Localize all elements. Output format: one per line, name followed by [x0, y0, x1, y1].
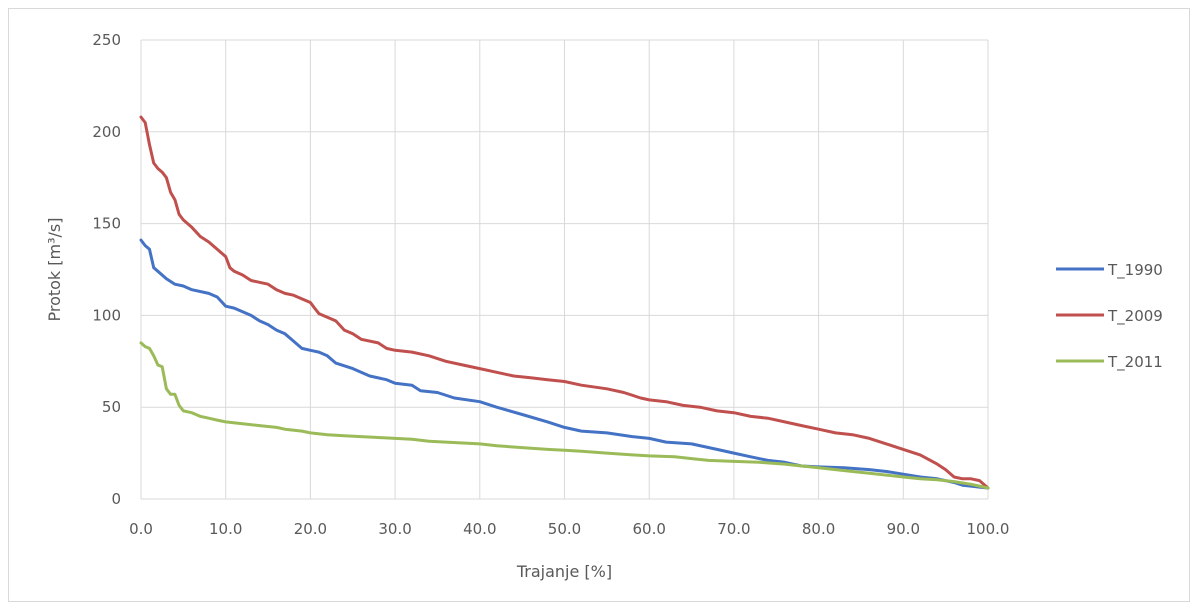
x-tick-label: 30.0 [378, 520, 411, 538]
x-tick-label: 90.0 [887, 520, 920, 538]
legend-label: T_2009 [1107, 307, 1163, 326]
legend: T_1990 T_2009 T_2011 [1056, 261, 1163, 372]
x-tick-label: 100.0 [967, 520, 1010, 538]
gridlines [140, 39, 989, 499]
x-tick-label: 50.0 [548, 520, 581, 538]
x-tick-label: 80.0 [802, 520, 835, 538]
y-tick-label: 100 [92, 306, 121, 324]
y-tick-label: 0 [111, 490, 121, 508]
legend-label: T_2011 [1107, 353, 1163, 372]
y-tick-label: 50 [102, 398, 121, 416]
x-tick-label: 70.0 [717, 520, 750, 538]
series-lines [139, 115, 990, 490]
x-axis-title: Trajanje [%] [516, 562, 612, 581]
series-line-t-2009 [139, 115, 990, 490]
y-tick-labels: 0 50 100 150 200 250 [92, 31, 121, 508]
x-tick-label: 40.0 [463, 520, 496, 538]
x-tick-label: 0.0 [129, 520, 153, 538]
y-tick-label: 200 [92, 123, 121, 141]
x-tick-label: 10.0 [209, 520, 242, 538]
chart-frame [8, 8, 1190, 602]
y-axis-title: Protok [m³/s] [45, 217, 64, 321]
y-tick-label: 250 [92, 31, 121, 49]
series-line-t-2011 [139, 341, 990, 490]
legend-label: T_1990 [1107, 261, 1163, 280]
x-tick-label: 60.0 [632, 520, 665, 538]
series-line-t-1990 [139, 238, 990, 490]
x-tick-labels: 0.0 10.0 20.0 30.0 40.0 50.0 60.0 70.0 80.0 90.0 1… [129, 520, 1009, 538]
x-tick-label: 20.0 [294, 520, 327, 538]
y-tick-label: 150 [92, 215, 121, 233]
